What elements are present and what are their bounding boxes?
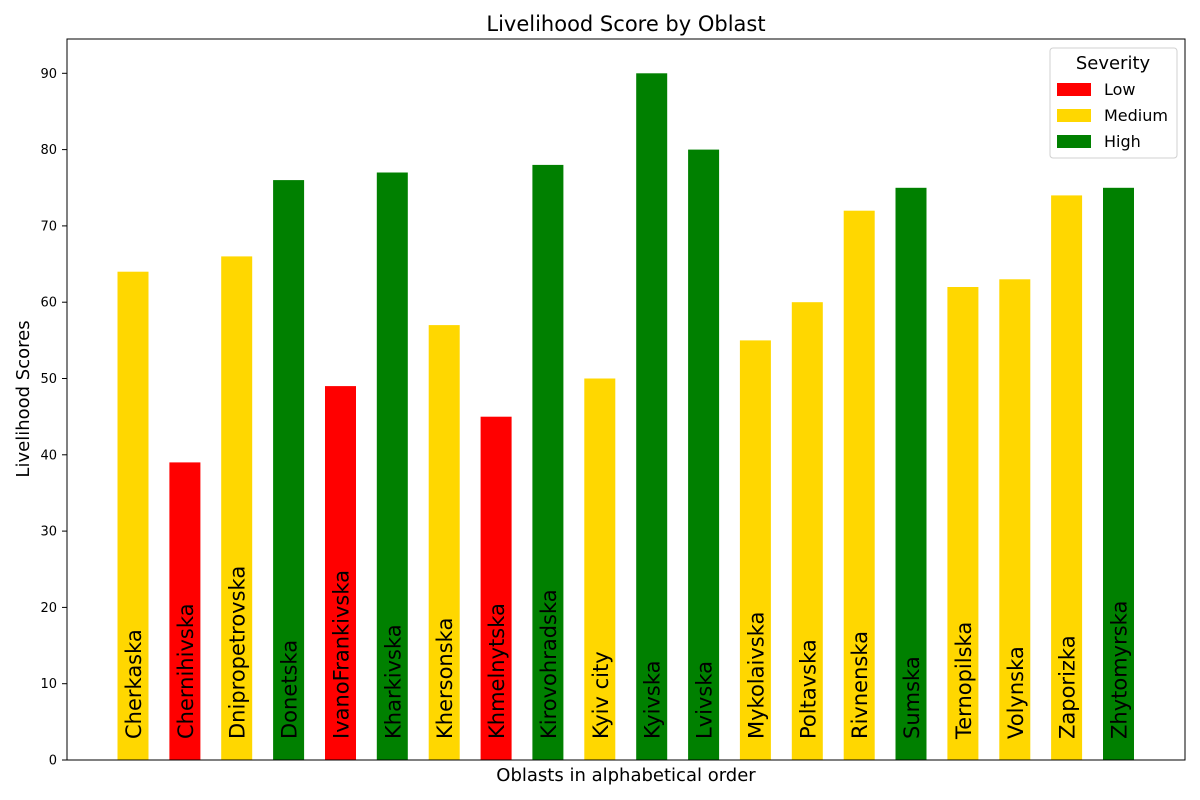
bar-label-zaporizka: Zaporizka <box>1056 635 1080 739</box>
bar-khmelnytska <box>480 416 512 760</box>
bar-label-kyiv-city: Kyiv city <box>589 651 613 739</box>
plot-frame <box>66 38 1186 761</box>
y-tick-label-0: 0 <box>49 754 57 769</box>
bar-zaporizka <box>1051 195 1083 760</box>
x-axis-label: Oblasts in alphabetical order <box>496 765 756 786</box>
bar-zhytomyrska <box>1103 187 1134 761</box>
bar-dnipropetrovska <box>221 256 253 760</box>
bar-kyiv-city <box>584 378 616 760</box>
legend-swatch-low <box>1057 83 1091 96</box>
bar-sumska <box>895 187 927 761</box>
bar-donetska <box>273 180 305 761</box>
bar-cherkaska <box>117 271 149 760</box>
bar-mykolaivska <box>739 340 771 760</box>
legend-label-low: Low <box>1104 80 1136 99</box>
y-tick-label-50: 50 <box>40 372 57 387</box>
y-tick-label-30: 30 <box>40 525 57 540</box>
legend: Severity Low Medium High <box>1049 47 1178 159</box>
bar-labels-layer: Cherkaska Chernihivska Dnipropetrovska Done… <box>122 566 1132 740</box>
legend-swatch-medium <box>1057 109 1091 122</box>
legend-swatch-high <box>1057 135 1091 148</box>
bar-lvivska <box>688 149 720 761</box>
bar-rivnenska <box>843 210 875 760</box>
bar-label-ivanofrankivska: IvanoFrankivska <box>330 570 354 739</box>
chart-title: Livelihood Score by Oblast <box>486 12 765 36</box>
bar-label-khersonska: Khersonska <box>433 618 457 739</box>
bars-layer <box>117 73 1134 761</box>
y-tick-label-70: 70 <box>40 219 57 234</box>
y-tick-label-40: 40 <box>40 448 57 463</box>
bar-kharkivska <box>376 172 408 760</box>
bar-label-mykolaivska: Mykolaivska <box>744 612 768 739</box>
bar-khersonska <box>428 325 460 760</box>
bar-label-sumska: Sumska <box>900 656 924 739</box>
legend-box <box>1049 47 1178 159</box>
bar-label-rivnenska: Rivnenska <box>848 631 872 739</box>
bar-label-dnipropetrovska: Dnipropetrovska <box>226 566 250 739</box>
legend-label-high: High <box>1104 132 1141 151</box>
y-tick-label-10: 10 <box>40 677 57 692</box>
y-tick-label-60: 60 <box>40 296 57 311</box>
bar-label-kyivska: Kyivska <box>641 660 665 739</box>
bar-label-volynska: Volynska <box>1004 646 1028 739</box>
bar-chernihivska <box>169 462 201 760</box>
legend-label-medium: Medium <box>1104 106 1168 125</box>
bar-poltavska <box>791 302 823 760</box>
y-tick-label-20: 20 <box>40 601 57 616</box>
bar-label-kharkivska: Kharkivska <box>381 624 405 739</box>
bar-label-ternopilska: Ternopilska <box>952 622 976 740</box>
bar-label-chernihivska: Chernihivska <box>174 604 198 739</box>
bar-label-zhytomyrska: Zhytomyrska <box>1108 601 1132 739</box>
y-axis: 0 10 20 30 40 50 60 70 80 90 <box>40 67 67 769</box>
bar-label-cherkaska: Cherkaska <box>122 629 146 739</box>
bar-kirovohradska <box>532 164 564 760</box>
bar-label-lvivska: Lvivska <box>693 661 717 739</box>
y-tick-label-80: 80 <box>40 143 57 158</box>
bar-label-kirovohradska: Kirovohradska <box>537 589 561 739</box>
legend-title: Severity <box>1076 53 1151 74</box>
bar-label-poltavska: Poltavska <box>796 639 820 739</box>
bar-ternopilska <box>947 287 979 760</box>
bar-volynska <box>999 279 1031 760</box>
y-tick-label-90: 90 <box>40 67 57 82</box>
bar-label-khmelnytska: Khmelnytska <box>485 603 509 739</box>
bar-kyivska <box>636 73 668 761</box>
bar-ivanofrankivska <box>325 386 356 760</box>
y-axis-label: Livelihood Scores <box>13 320 34 477</box>
bar-label-donetska: Donetska <box>278 640 302 739</box>
